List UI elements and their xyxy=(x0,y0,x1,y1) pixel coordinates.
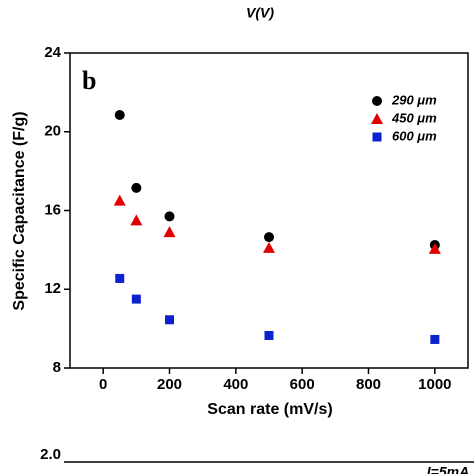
marker xyxy=(430,334,440,344)
x-tick-label: 400 xyxy=(223,376,248,393)
panel-label: b xyxy=(82,66,96,95)
legend-label: 290 μm xyxy=(391,92,437,107)
marker xyxy=(165,315,174,325)
y-tick-label: 12 xyxy=(44,280,61,297)
marker xyxy=(264,331,274,341)
marker xyxy=(131,294,141,304)
x-tick-label: 600 xyxy=(290,376,315,393)
marker xyxy=(428,242,441,254)
marker xyxy=(113,194,126,206)
marker xyxy=(114,110,125,121)
y-tick-label: 16 xyxy=(44,201,61,218)
marker xyxy=(164,211,175,222)
marker xyxy=(264,232,274,243)
y-axis-label: Specific Capacitance (F/g) xyxy=(11,111,28,310)
y-tick-label: 2.0 xyxy=(40,446,61,463)
legend-label: 600 μm xyxy=(392,128,437,143)
x-axis-label: Scan rate (mV/s) xyxy=(207,401,332,418)
legend-label: 450 μm xyxy=(391,110,437,125)
marker xyxy=(263,241,275,253)
marker xyxy=(130,214,143,226)
top-axis-label: V(V) xyxy=(246,5,274,21)
legend-marker xyxy=(371,113,383,124)
y-tick-label: 8 xyxy=(53,359,61,376)
annotation: I=5mA xyxy=(427,464,469,474)
marker xyxy=(131,182,142,193)
legend-marker xyxy=(372,96,382,106)
x-tick-label: 1000 xyxy=(418,376,451,393)
y-tick-label: 24 xyxy=(44,44,61,61)
x-tick-label: 800 xyxy=(356,376,381,393)
y-tick-label: 20 xyxy=(44,123,61,140)
legend-marker xyxy=(372,132,382,142)
marker xyxy=(163,226,176,238)
x-tick-label: 200 xyxy=(157,376,182,393)
x-tick-label: 0 xyxy=(99,376,107,393)
marker xyxy=(115,273,125,283)
